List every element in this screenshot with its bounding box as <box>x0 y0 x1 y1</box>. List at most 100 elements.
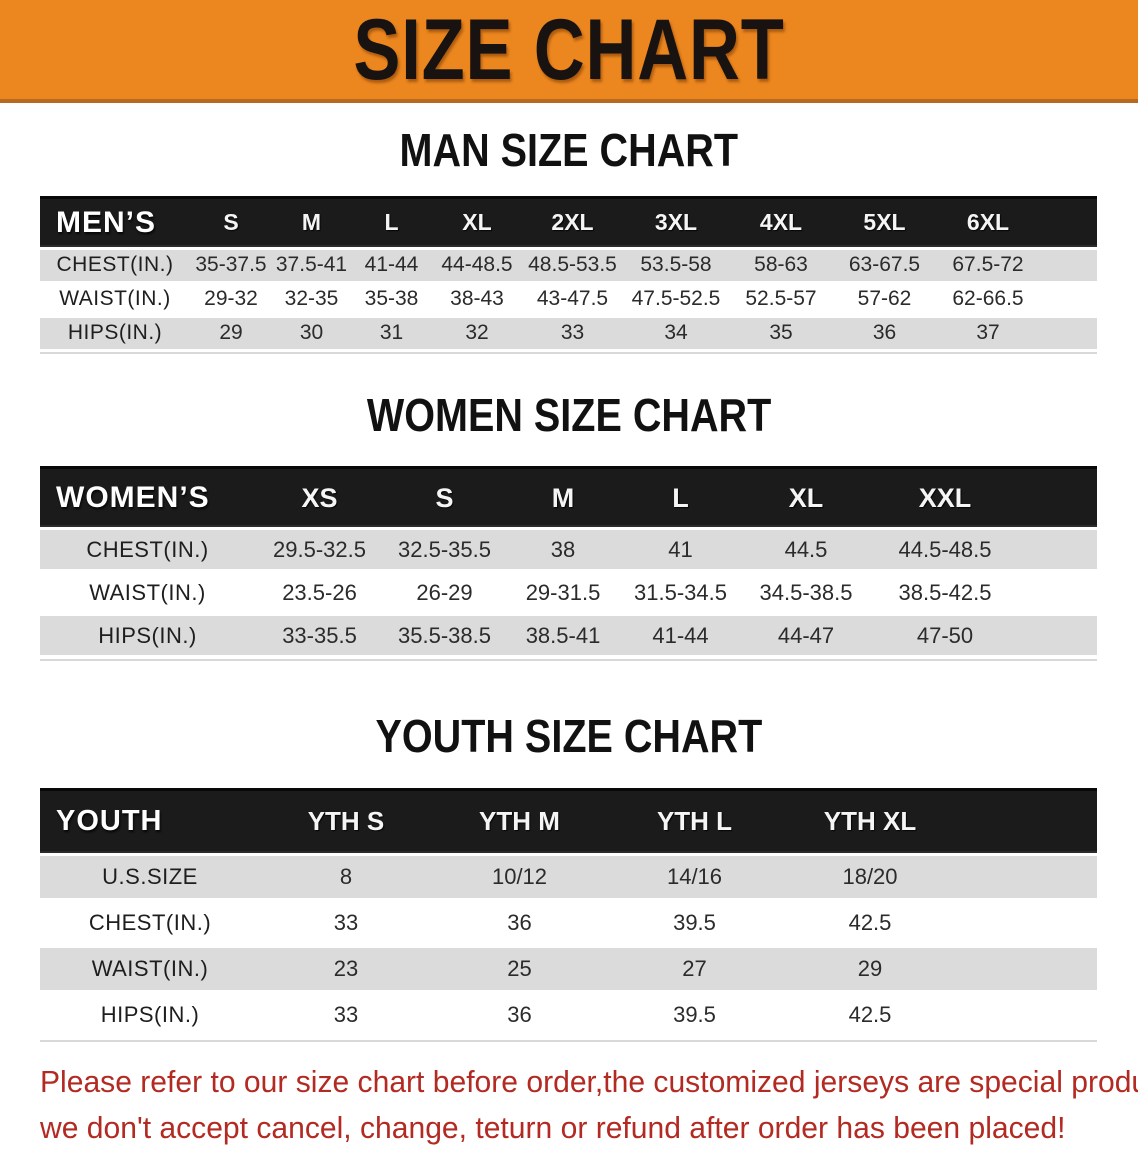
cell-value: 33 <box>333 909 359 935</box>
cell-value: 27 <box>682 955 707 981</box>
cell-value: 44-47 <box>777 622 835 648</box>
cell-value: 36 <box>507 909 532 935</box>
cell-value: 29-32 <box>204 287 258 311</box>
size-sections-container: MAN SIZE CHART MEN’S S M L XL 2XL 3XL 4XL 5XL 6XL C… <box>0 103 1138 1042</box>
cell-value: 32.5-35.5 <box>398 536 491 562</box>
cell-value: 33 <box>333 1001 359 1027</box>
table-row: CHEST(IN.) 33 36 39.5 42.5 <box>40 901 1097 944</box>
cell-value: 39.5 <box>673 1001 716 1027</box>
cell-value: 38.5-41 <box>525 622 601 648</box>
table-row: HIPS(IN.) 29 30 31 32 33 34 35 36 37 <box>40 317 1097 349</box>
womens-heading-text: WOMEN SIZE CHART <box>366 388 772 441</box>
size-column-header: S <box>223 209 239 236</box>
cell-value: 41-44 <box>364 253 419 277</box>
cell-value: 29.5-32.5 <box>273 536 366 562</box>
cell-value: 8 <box>339 863 353 889</box>
youth-header-row: YOUTH YTH S YTH M YTH L YTH XL <box>40 787 1097 853</box>
cell-value: 38-43 <box>450 287 504 311</box>
size-column-header: 2XL <box>551 209 594 236</box>
mens-heading-text: MAN SIZE CHART <box>399 124 739 176</box>
youth-section: YOUTH SIZE CHART YOUTH YTH S YTH M YTH L YTH … <box>0 661 1138 1042</box>
size-column-header: 4XL <box>759 209 803 236</box>
cell-value: 44.5 <box>784 536 828 562</box>
table-row: CHEST(IN.) 29.5-32.5 32.5-35.5 38 41 44.5 44.5… <box>40 530 1097 570</box>
cell-value: 47-50 <box>916 622 974 648</box>
row-label: CHEST(IN.) <box>86 536 209 562</box>
row-label: WAIST(IN.) <box>59 287 171 311</box>
cell-value: 23 <box>333 955 359 981</box>
disclaimer: Please refer to our size chart before or… <box>40 1059 1138 1151</box>
size-chart-banner: SIZE CHART <box>0 0 1138 103</box>
cell-value: 35-37.5 <box>195 253 267 277</box>
table-row: WAIST(IN.) 29-32 32-35 35-38 38-43 43-47.5 47.… <box>40 283 1097 315</box>
cell-value: 37.5-41 <box>275 253 348 277</box>
cell-value: 30 <box>299 321 324 345</box>
banner-title: SIZE CHART <box>353 1 785 98</box>
cell-value: 38.5-42.5 <box>898 579 992 605</box>
table-row: HIPS(IN.) 33 36 39.5 42.5 <box>40 993 1097 1036</box>
cell-value: 44-48.5 <box>441 253 513 277</box>
table-row: WAIST(IN.) 23 25 27 29 <box>40 947 1097 990</box>
row-label: CHEST(IN.) <box>56 253 174 277</box>
cell-value: 67.5-72 <box>952 253 1024 277</box>
cell-value: 34 <box>664 321 688 345</box>
cell-value: 52.5-57 <box>745 287 817 311</box>
womens-header-row: WOMEN’S XS S M L XL XXL <box>40 466 1097 528</box>
row-label: HIPS(IN.) <box>67 321 163 345</box>
cell-value: 26-29 <box>416 579 473 605</box>
cell-value: 63-67.5 <box>848 253 921 277</box>
mens-section: MAN SIZE CHART MEN’S S M L XL 2XL 3XL 4XL 5XL 6XL C… <box>0 103 1138 354</box>
size-column-header: L <box>672 482 689 513</box>
size-column-header: XL <box>788 482 824 513</box>
cell-value: 42.5 <box>848 909 892 935</box>
size-column-header: XS <box>301 482 338 513</box>
youth-heading-text: YOUTH SIZE CHART <box>375 710 763 763</box>
womens-section: WOMEN SIZE CHART WOMEN’S XS S M L XL XXL CHEST(I… <box>0 354 1138 662</box>
size-column-header: XL <box>462 209 492 236</box>
cell-value: 23.5-26 <box>282 579 357 605</box>
size-column-header: XXL <box>918 482 972 513</box>
cell-value: 10/12 <box>491 863 548 889</box>
table-row: WAIST(IN.) 23.5-26 26-29 29-31.5 31.5-34.5 34… <box>40 573 1097 613</box>
cell-value: 41-44 <box>652 622 709 648</box>
cell-value: 47.5-52.5 <box>631 287 721 311</box>
cell-value: 53.5-58 <box>640 253 712 277</box>
mens-header-row: MEN’S S M L XL 2XL 3XL 4XL 5XL 6XL <box>40 195 1097 247</box>
cell-value: 35-38 <box>364 287 419 311</box>
cell-value: 58-63 <box>754 253 808 277</box>
cell-value: 29 <box>219 321 243 345</box>
size-column-header: M <box>551 482 575 513</box>
cell-value: 35 <box>769 321 793 345</box>
cell-value: 36 <box>872 321 897 345</box>
row-label: HIPS(IN.) <box>98 622 197 648</box>
cell-value: 43-47.5 <box>536 287 609 311</box>
cell-value: 35.5-38.5 <box>398 622 491 648</box>
cell-value: 29 <box>857 955 883 981</box>
size-column-header: YTH L <box>656 806 733 837</box>
mens-table: MEN’S S M L XL 2XL 3XL 4XL 5XL 6XL CHEST(IN.) 35-37… <box>40 195 1097 354</box>
mens-heading: MAN SIZE CHART <box>0 103 1138 196</box>
cell-value: 34.5-38.5 <box>759 579 853 605</box>
table-row: CHEST(IN.) 35-37.5 37.5-41 41-44 44-48.5 48.5… <box>40 249 1097 281</box>
size-column-header: 6XL <box>966 209 1010 236</box>
row-label: WAIST(IN.) <box>89 579 206 605</box>
disclaimer-line-1: Please refer to our size chart before or… <box>40 1063 1138 1099</box>
size-column-header: YTH XL <box>823 806 917 837</box>
cell-value: 25 <box>507 955 532 981</box>
table-row: HIPS(IN.) 33-35.5 35.5-38.5 38.5-41 41-44 44-… <box>40 616 1097 656</box>
cell-value: 33-35.5 <box>282 622 357 648</box>
cell-value: 38 <box>550 536 576 562</box>
youth-corner-label: YOUTH <box>56 805 163 838</box>
womens-table: WOMEN’S XS S M L XL XXL CHEST(IN.) 29.5-32.5 32.5… <box>40 466 1097 662</box>
cell-value: 36 <box>507 1001 532 1027</box>
size-column-header: M <box>301 209 322 236</box>
cell-value: 31.5-34.5 <box>634 579 727 605</box>
row-label: HIPS(IN.) <box>100 1001 200 1027</box>
size-column-header: 3XL <box>654 209 698 236</box>
table-row: U.S.SIZE 8 10/12 14/16 18/20 <box>40 855 1097 898</box>
cell-value: 33 <box>560 321 585 345</box>
row-label: U.S.SIZE <box>102 863 198 889</box>
disclaimer-line-2: we don't accept cancel, change, teturn o… <box>40 1109 1066 1145</box>
cell-value: 14/16 <box>666 863 723 889</box>
mens-corner-label: MEN’S <box>56 205 157 239</box>
